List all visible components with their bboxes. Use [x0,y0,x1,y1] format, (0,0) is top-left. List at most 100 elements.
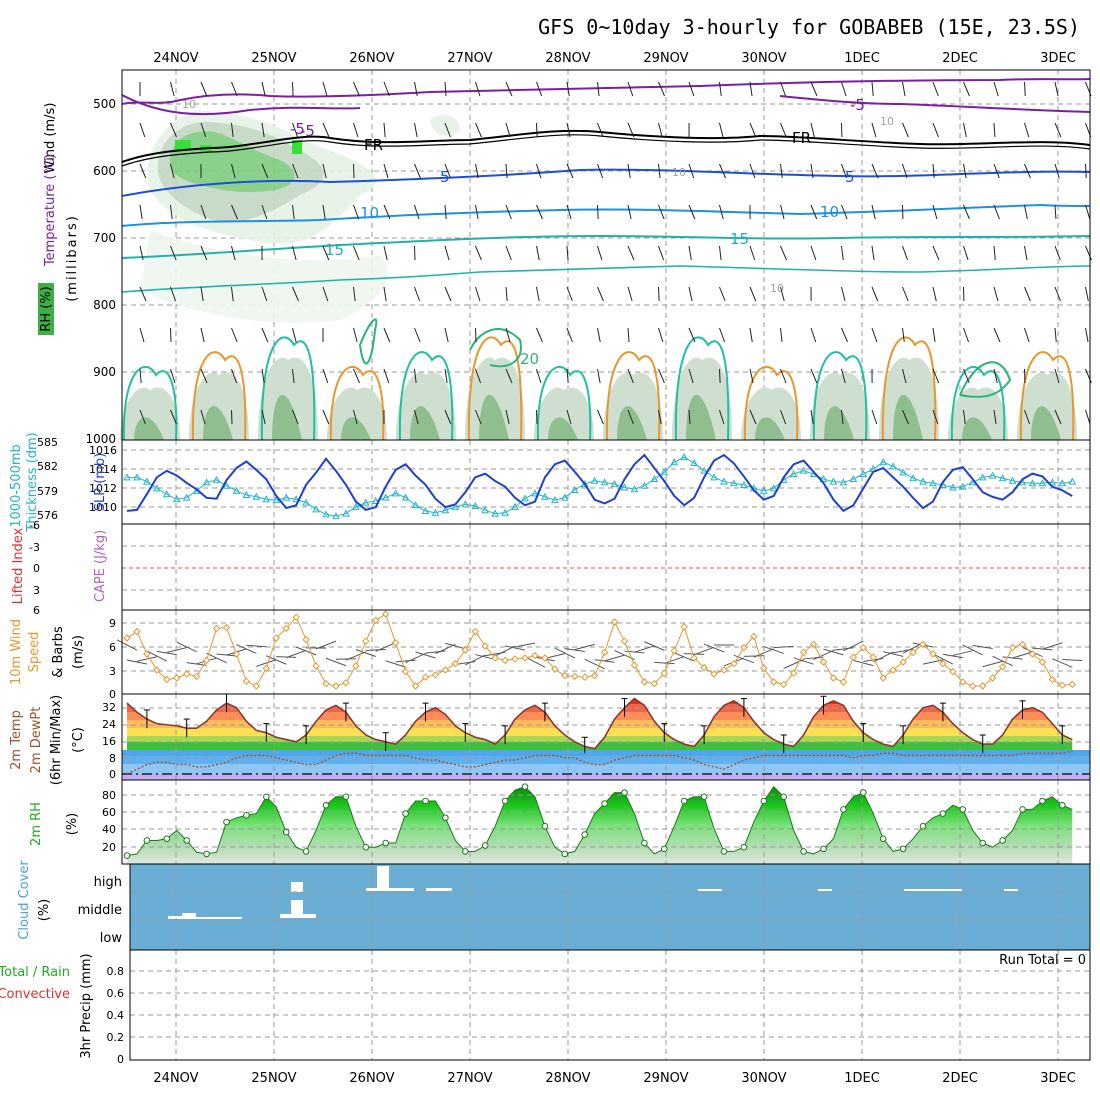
wind-speed-tick: 0 [109,688,116,701]
wind-speed-point [869,653,877,661]
thickness-point [730,479,738,487]
wind-speed-point [133,627,141,636]
upper-wind-barb [414,368,417,384]
temp-contour-low-level [329,365,385,441]
upper-wind-barb [871,163,879,179]
thickness-point [769,484,778,492]
wind-barb [425,650,446,654]
wind-speed-point [272,634,280,642]
wind-speed-point [1018,640,1027,649]
bottom-date-label: 27NOV [447,1071,492,1086]
upper-wind-barb [475,163,479,179]
wind-speed-point [819,658,828,666]
thickness-point [899,468,907,476]
rh2m-point [382,839,390,847]
thickness-point [312,505,320,513]
upper-wind-barb [231,245,236,261]
temp-contour-20 [358,318,378,365]
upper-wind-barb [475,81,481,97]
upper-wind-barb [688,368,694,384]
wind-speed-point [173,674,181,682]
upper-wind-barb [841,81,847,97]
temp-contour-20 [469,328,522,368]
wind-axis-label: Speed [27,632,42,673]
upper-wind-barb [444,368,448,384]
thickness-point [292,495,300,503]
pressure-tick: 900 [93,365,116,379]
contour-label: -5 [290,120,305,138]
upper-wind-barb [139,163,147,179]
upper-wind-barb [231,409,233,425]
thickness-point [421,507,430,515]
precip-axis-label: Convective [0,987,70,1002]
wind-speed-point [1038,658,1047,666]
wind-speed-point [630,661,639,669]
wind-barb [753,648,774,658]
wind-barb [285,649,307,659]
upper-wind-barb [505,163,508,179]
upper-wind-barb [780,409,787,425]
rh2m-area [127,786,1073,864]
contour-label: 10 [770,282,784,295]
upper-wind-barb [719,286,726,302]
wind-barb [156,650,177,656]
upper-wind-barb [322,122,330,138]
rh-axis-label: RH (%) [39,286,54,331]
thickness-point [381,493,390,501]
wind-barb [693,646,715,656]
wind-speed-point [879,674,887,682]
wind-speed-point [779,680,788,689]
rh2m-point [442,814,449,822]
upper-wind-barb [993,163,1000,179]
rh2m-point [342,793,350,801]
rh2m-point [302,848,310,855]
wind-speed-point [192,672,201,681]
wind-speed-point [531,651,539,660]
upper-wind-barb [749,245,756,261]
upper-wind-barb [170,81,175,97]
upper-wind-barb [963,81,970,97]
thickness-point [521,494,529,502]
upper-wind-barb [658,286,660,302]
wind10m-grid [122,610,1090,694]
upper-wind-barb [810,81,818,97]
upper-wind-barb [414,204,420,220]
upper-wind-barb [322,245,330,261]
upper-wind-barb [871,286,879,302]
rh2m-point [999,837,1006,844]
upper-wind-barb [963,163,967,179]
upper-wind-barb [902,286,909,302]
wind-barb [743,655,764,657]
pressure-tick: 600 [93,164,116,178]
precip-tick: 0.6 [107,987,125,1000]
upper-wind-barb [475,368,482,384]
rh2m-point [780,793,788,801]
wind-barb [544,653,565,659]
rh2m-point [481,842,489,849]
wind-speed-point [730,659,738,668]
contour-label: FR [364,136,383,154]
rh-low-level-core [479,394,509,440]
upper-wind-barb [139,204,143,220]
precip-frame [129,949,1091,1061]
wind-speed-point [809,640,818,649]
upper-wind-barb [871,81,874,97]
upper-wind-barb [749,409,757,425]
wind-speed-point [511,655,519,663]
upper-wind-barb [688,204,696,220]
wind-speed-point [760,664,768,673]
pressure-tick: 1000 [85,432,116,446]
thickness-point [600,478,609,486]
contour-label: 5 [440,168,450,186]
wind-speed-point [959,678,967,686]
upper-wind-barb [261,286,268,302]
wind-speed-tick: 3 [109,665,116,678]
rh2m-point [840,806,847,813]
upper-wind-barb [688,409,691,425]
upper-wind-barb [719,368,721,384]
wind-speed-point [232,650,241,658]
thickness-point [759,486,768,494]
upper-wind-barb [993,81,999,97]
rh2m-point [720,848,728,855]
thickness-point [541,492,549,500]
